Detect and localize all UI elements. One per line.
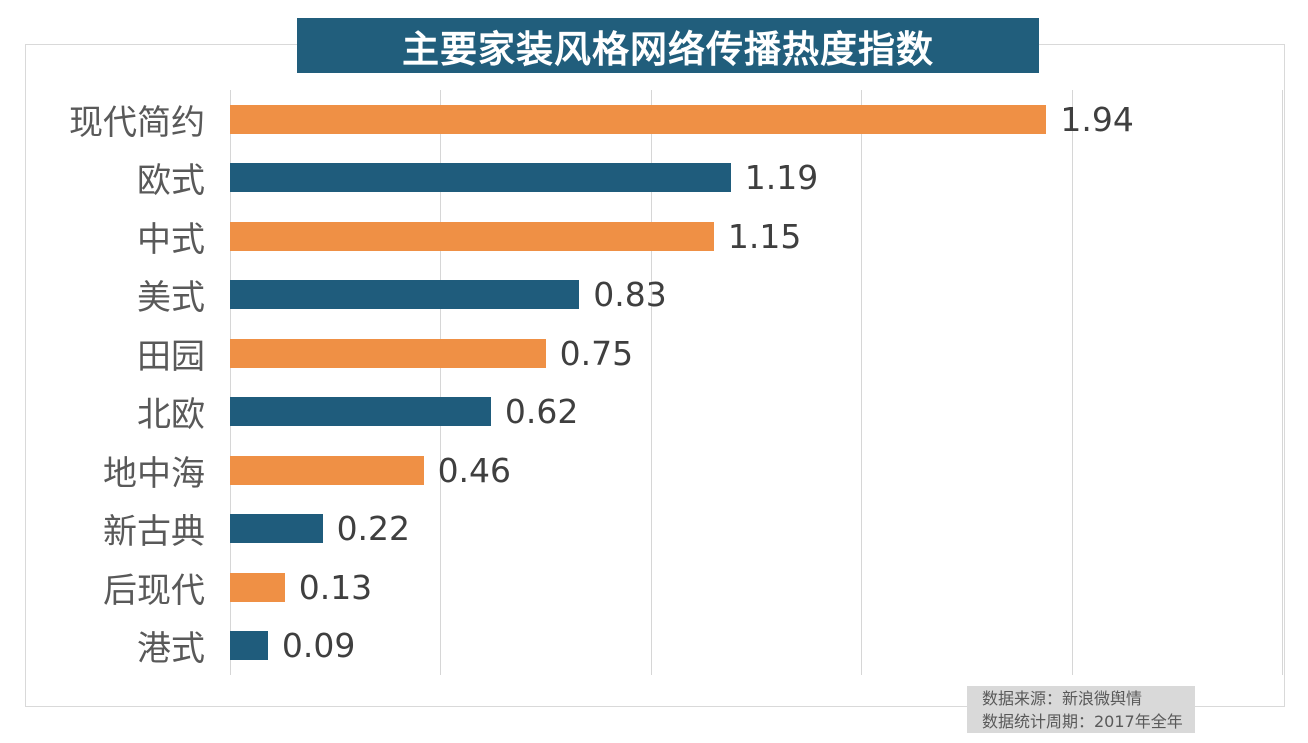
value-label: 0.13 xyxy=(298,567,373,607)
bar-track: 0.09 xyxy=(230,617,1282,676)
gridline xyxy=(861,90,863,675)
value-label: 0.09 xyxy=(281,626,356,666)
category-label: 北欧 xyxy=(137,395,205,436)
bar-track: 0.75 xyxy=(230,324,1282,383)
bar-row: 新古典 0.22 xyxy=(25,500,1282,559)
category-label: 现代简约 xyxy=(69,102,205,143)
category-label: 后现代 xyxy=(103,570,205,611)
bar-row: 现代简约 1.94 xyxy=(25,90,1282,149)
bar-track: 0.62 xyxy=(230,383,1282,442)
bar-track: 0.46 xyxy=(230,441,1282,500)
bar xyxy=(230,104,1047,134)
bar-row: 北欧 0.62 xyxy=(25,383,1282,442)
value-label: 0.83 xyxy=(593,275,667,315)
value-label: 0.62 xyxy=(504,392,579,432)
value-label: 0.22 xyxy=(336,509,411,549)
bar-row: 欧式 1.19 xyxy=(25,149,1282,208)
gridline xyxy=(650,90,652,675)
value-label: 0.46 xyxy=(437,450,512,490)
bar xyxy=(230,397,491,427)
value-label: 0.75 xyxy=(559,333,634,373)
category-label: 新古典 xyxy=(103,512,205,553)
bar-track: 0.83 xyxy=(230,266,1282,325)
bar-row: 港式 0.09 xyxy=(25,617,1282,676)
bar xyxy=(230,572,285,602)
category-label: 欧式 xyxy=(137,161,205,202)
bar xyxy=(230,338,546,368)
chart-title: 主要家装风格网络传播热度指数 xyxy=(297,18,1039,73)
value-label: 1.15 xyxy=(727,216,802,256)
bar xyxy=(230,455,424,485)
bar-track: 1.19 xyxy=(230,149,1282,208)
gridline xyxy=(230,90,231,675)
value-label: 1.94 xyxy=(1060,99,1134,139)
bar-row: 地中海 0.46 xyxy=(25,441,1282,500)
bar-track: 0.22 xyxy=(230,500,1282,559)
category-label: 港式 xyxy=(137,629,205,670)
bar xyxy=(230,280,580,310)
bar-track: 0.13 xyxy=(230,558,1282,617)
bar-row: 后现代 0.13 xyxy=(25,558,1282,617)
plot-area xyxy=(230,90,1283,675)
category-label: 田园 xyxy=(137,336,205,377)
category-label: 美式 xyxy=(137,278,205,319)
bar-row: 中式 1.15 xyxy=(25,207,1282,266)
bar-row: 田园 0.75 xyxy=(25,324,1282,383)
bar xyxy=(230,631,268,661)
bar xyxy=(230,163,731,193)
gridline xyxy=(440,90,442,675)
gridline xyxy=(1071,90,1073,675)
bar-track: 1.15 xyxy=(230,207,1282,266)
gridline xyxy=(1282,90,1283,675)
bar-rows: 现代简约 1.94 欧式 1.19 中式 1.15 美式 0.83 田园 0.75 北欧 0.62 地中… xyxy=(25,90,1282,675)
source-note: 数据来源：新浪微舆情 数据统计周期：2017年全年 xyxy=(967,686,1195,733)
category-label: 中式 xyxy=(137,219,205,260)
bar-row: 美式 0.83 xyxy=(25,266,1282,325)
category-label: 地中海 xyxy=(103,453,205,494)
value-label: 1.19 xyxy=(744,158,819,198)
source-note-line2: 数据统计周期：2017年全年 xyxy=(982,711,1183,731)
source-note-line1: 数据来源：新浪微舆情 xyxy=(982,688,1143,708)
bar-track: 1.94 xyxy=(230,90,1282,149)
bar xyxy=(230,221,714,251)
bar xyxy=(230,514,323,544)
